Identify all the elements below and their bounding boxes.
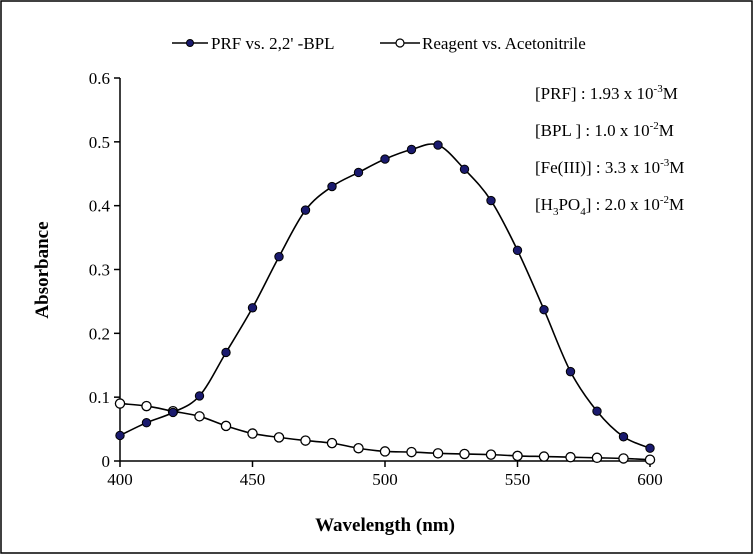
- annotation-h3po4-text: ] : 2.0 x 10: [586, 195, 660, 214]
- y-axis-title: Absorbance: [32, 221, 53, 318]
- x-ticks: 400 450 500 550 600: [107, 461, 663, 489]
- data-point: [220, 420, 232, 432]
- data-point: [247, 303, 258, 313]
- annotation-h3po4-open: [H: [535, 195, 553, 214]
- annotation-prf: [PRF] : 1.93 x 10-3M: [535, 83, 678, 103]
- annotation-h3po4-exp: -2: [660, 194, 669, 206]
- y-tick-label: 0: [102, 452, 111, 471]
- x-tick-label: 600: [637, 470, 663, 489]
- data-point: [353, 167, 364, 178]
- data-point: [645, 443, 655, 453]
- x-tick-label: 450: [240, 470, 266, 489]
- annotation-bpl-unit: M: [659, 121, 674, 140]
- data-point: [141, 418, 152, 428]
- data-point: [459, 448, 470, 460]
- annotation-h3po4-po: PO: [558, 195, 580, 214]
- data-point: [274, 252, 284, 262]
- annotation-fe-text: [Fe(III)] : 3.3 x 10: [535, 158, 660, 177]
- annotation-h3po4-sub4: 4: [580, 206, 586, 218]
- series-2: [114, 398, 656, 465]
- annotation-fe-exp: -3: [660, 157, 670, 169]
- y-tick-label: 0.3: [89, 261, 110, 280]
- x-tick-label: 400: [107, 470, 133, 489]
- annotation-h3po4-sub3: 3: [553, 206, 559, 218]
- annotation-bpl-text: [BPL ] : 1.0 x 10: [535, 121, 650, 140]
- concentration-annotations: [PRF] : 1.93 x 10-3M [BPL ] : 1.0 x 10-2…: [535, 83, 684, 218]
- data-point: [273, 432, 285, 443]
- data-point: [512, 245, 523, 256]
- y-tick-label: 0.6: [89, 69, 110, 88]
- data-point: [380, 154, 390, 164]
- series-1: [115, 140, 655, 453]
- data-point: [300, 435, 311, 446]
- x-tick-label: 550: [505, 470, 531, 489]
- data-point: [247, 428, 258, 439]
- data-point: [618, 453, 629, 464]
- data-point: [565, 451, 576, 463]
- data-point: [459, 164, 470, 174]
- data-point: [539, 305, 549, 315]
- data-point: [194, 391, 205, 401]
- plot-area: [114, 140, 656, 465]
- annotation-bpl-exp: -2: [650, 120, 659, 132]
- data-point: [379, 446, 391, 457]
- legend-label-series-2: Reagent vs. Acetonitrile: [422, 34, 586, 53]
- data-point: [591, 452, 603, 464]
- annotation-prf-text: [PRF] : 1.93 x 10: [535, 84, 654, 103]
- x-tick-label: 500: [372, 470, 398, 489]
- annotation-prf-unit: M: [663, 84, 678, 103]
- data-point: [512, 450, 523, 462]
- data-point: [221, 347, 231, 358]
- data-point: [300, 205, 311, 215]
- data-point: [115, 430, 125, 441]
- data-point: [432, 448, 444, 459]
- data-point: [114, 398, 126, 409]
- annotation-h3po4: [H3PO4] : 2.0 x 10-2M: [535, 194, 684, 218]
- y-ticks: 0 0.1 0.2 0.3 0.4 0.5 0.6: [89, 69, 120, 471]
- legend-label-series-1: PRF vs. 2,2' -BPL: [211, 34, 335, 53]
- data-point: [327, 181, 337, 192]
- y-tick-label: 0.1: [89, 388, 110, 407]
- data-point: [433, 140, 443, 150]
- data-point: [485, 449, 497, 460]
- data-point: [406, 446, 417, 458]
- data-point: [168, 407, 178, 418]
- annotation-prf-exp: -3: [654, 83, 664, 95]
- data-point: [565, 366, 576, 377]
- data-point: [618, 432, 629, 442]
- annotation-fe-unit: M: [669, 158, 684, 177]
- data-point: [406, 144, 417, 155]
- axes: 0 0.1 0.2 0.3 0.4 0.5 0.6 400 450 500 550 600: [89, 69, 663, 489]
- y-tick-label: 0.4: [89, 197, 111, 216]
- data-point: [353, 442, 364, 454]
- data-point: [141, 400, 152, 412]
- data-point: [194, 411, 205, 422]
- data-point: [644, 454, 656, 465]
- annotation-h3po4-unit: M: [669, 195, 684, 214]
- data-point: [486, 195, 496, 206]
- legend-marker-series-2: [395, 38, 405, 48]
- y-tick-label: 0.5: [89, 133, 110, 152]
- legend-marker-series-1: [186, 39, 194, 47]
- x-axis-title: Wavelength (nm): [315, 515, 455, 536]
- data-point: [326, 437, 338, 449]
- data-point: [592, 406, 602, 416]
- data-point: [538, 451, 550, 462]
- annotation-bpl: [BPL ] : 1.0 x 10-2M: [535, 120, 674, 140]
- legend: PRF vs. 2,2' -BPL Reagent vs. Acetonitri…: [172, 34, 586, 53]
- y-tick-label: 0.2: [89, 324, 110, 343]
- annotation-fe: [Fe(III)] : 3.3 x 10-3M: [535, 157, 684, 177]
